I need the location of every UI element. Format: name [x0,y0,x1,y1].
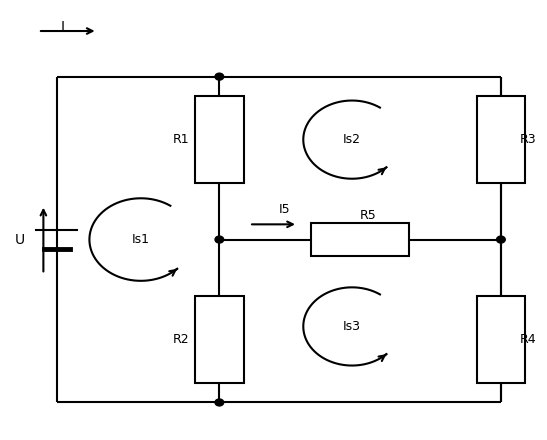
Text: Is1: Is1 [132,233,150,246]
Text: Is2: Is2 [343,133,361,146]
Bar [195,296,244,383]
Circle shape [215,399,224,406]
Text: I: I [60,20,65,34]
Text: R1: R1 [173,133,190,146]
Bar [476,96,525,183]
Bar [311,223,409,256]
Circle shape [497,236,505,243]
Text: U: U [15,233,25,246]
Text: R4: R4 [520,333,537,346]
Text: R5: R5 [360,209,377,222]
Text: R2: R2 [173,333,190,346]
Circle shape [215,236,224,243]
Bar [195,96,244,183]
Text: Is3: Is3 [343,320,361,333]
Circle shape [215,73,224,80]
Text: I5: I5 [279,203,290,216]
Text: R3: R3 [520,133,537,146]
Bar [476,296,525,383]
